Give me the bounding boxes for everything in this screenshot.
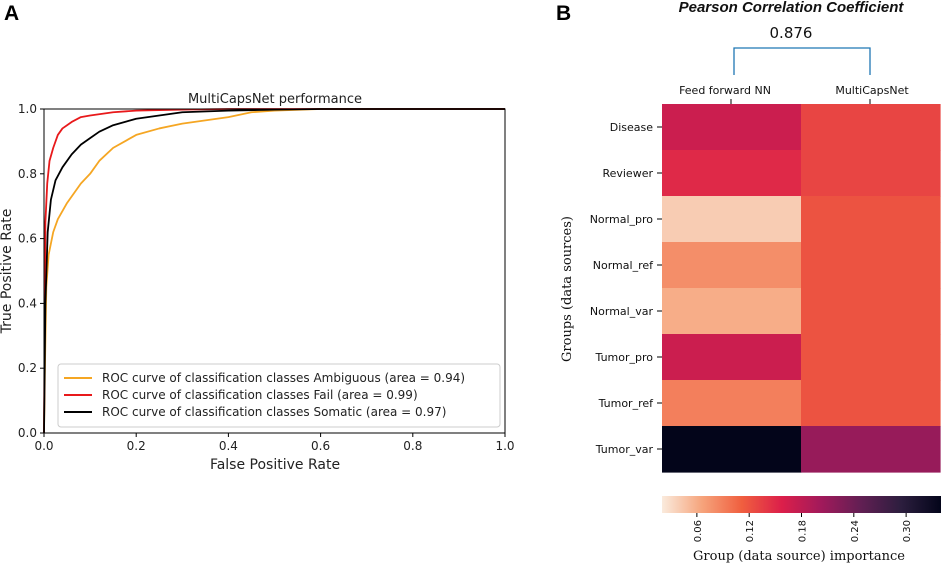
roc-ytick-label: 0.6 (18, 232, 37, 246)
heatmap-cell-reviewer-multicapsnet (801, 150, 941, 197)
heatmap-cells (662, 104, 941, 473)
heatmap-row-label: Normal_var (590, 305, 654, 318)
roc-ytick-label: 0.0 (18, 426, 37, 440)
heatmap-cell-normal-var-multicapsnet (801, 288, 941, 335)
roc-curve-ambiguous (43, 108, 505, 434)
heatmap-cell-disease-multicapsnet (801, 104, 941, 151)
roc-legend: ROC curve of classification classes Ambi… (57, 363, 501, 428)
heatmap-cell-tumor-ref-multicapsnet (801, 380, 941, 427)
heatmap-cell-normal-ref-multicapsnet (801, 242, 941, 289)
legend-label-ambiguous: ROC curve of classification classes Ambi… (102, 371, 465, 385)
roc-xtick-label: 0.8 (403, 439, 422, 453)
heatmap-cell-tumor-pro-multicapsnet (801, 334, 941, 381)
colorbar-tick-label: 0.30 (902, 520, 913, 542)
colorbar-tick-label: 0.24 (850, 520, 861, 542)
roc-ytick-label: 0.2 (18, 361, 37, 375)
roc-ytick-label: 0.8 (18, 167, 37, 181)
heatmap-cell-tumor-var-multicapsnet (801, 426, 941, 473)
roc-xlabel: False Positive Rate (210, 457, 340, 473)
roc-plot-frame (43, 108, 506, 434)
heatmap-cell-normal-pro-ffnn (662, 196, 802, 243)
roc-curve-fail (43, 108, 505, 434)
roc-ytick-label: 0.4 (18, 296, 37, 310)
heatmap-cell-normal-var-ffnn (662, 288, 802, 335)
legend-label-somatic: ROC curve of classification classes Soma… (102, 405, 446, 419)
panel-b-label: B (556, 2, 571, 25)
colorbar-label: Group (data source) importance (693, 549, 905, 564)
roc-xtick-label: 0.2 (127, 439, 146, 453)
heatmap-cell-reviewer-ffnn (662, 150, 802, 197)
heatmap-row-label: Tumor_var (595, 443, 654, 456)
colorbar (662, 496, 941, 513)
heatmap-ylabel: Groups (data sources) (560, 216, 575, 362)
colorbar-tick-label: 0.06 (693, 520, 704, 542)
roc-ylabel: True Positive Rate (0, 209, 15, 335)
legend-box (57, 363, 501, 428)
colorbar-tick-label: 0.18 (798, 520, 809, 542)
colorbar-ticks: 0.06 0.12 0.18 0.24 0.30 (693, 513, 913, 542)
heatmap-column-label-multicapsnet: MultiCapsNet (835, 84, 909, 97)
heatmap-row-label: Disease (610, 121, 653, 134)
roc-title: MultiCapsNet performance (188, 92, 362, 107)
pearson-value: 0.876 (770, 24, 813, 42)
heatmap-row-label: Normal_pro (590, 213, 654, 226)
heatmap-cell-tumor-var-ffnn (662, 426, 802, 473)
legend-label-fail: ROC curve of classification classes Fail… (102, 388, 418, 402)
heatmap-cell-disease-ffnn (662, 104, 802, 151)
roc-axes: 0.0 0.2 0.4 0.6 0.8 1.0 0.0 0.2 0.4 0.6 0.8 1.0 (18, 102, 515, 453)
heatmap-column-label-ffnn: Feed forward NN (679, 84, 771, 97)
roc-xtick-label: 0.6 (311, 439, 330, 453)
pearson-title: Pearson Correlation Coefficient (679, 0, 905, 16)
heatmap-row-labels: Disease Reviewer Normal_pro Normal_ref Norma… (590, 121, 662, 456)
heatmap-cell-normal-ref-ffnn (662, 242, 802, 289)
heatmap-row-label: Tumor_pro (595, 351, 654, 364)
heatmap-cell-tumor-ref-ffnn (662, 380, 802, 427)
roc-xtick-label: 0.0 (34, 439, 53, 453)
roc-xtick-label: 1.0 (495, 439, 514, 453)
heatmap-cell-tumor-pro-ffnn (662, 334, 802, 381)
heatmap-row-label: Reviewer (602, 167, 653, 180)
heatmap-row-label: Normal_ref (593, 259, 654, 272)
roc-xtick-label: 0.4 (219, 439, 238, 453)
dendrogram-bracket (733, 47, 871, 75)
panel-a-label: A (4, 2, 19, 25)
roc-ytick-label: 1.0 (18, 102, 37, 116)
roc-curve-somatic (43, 108, 505, 434)
heatmap-row-label: Tumor_ref (598, 397, 655, 410)
colorbar-tick-label: 0.12 (745, 520, 756, 542)
roc-curves (43, 108, 505, 434)
heatmap-cell-normal-pro-multicapsnet (801, 196, 941, 243)
